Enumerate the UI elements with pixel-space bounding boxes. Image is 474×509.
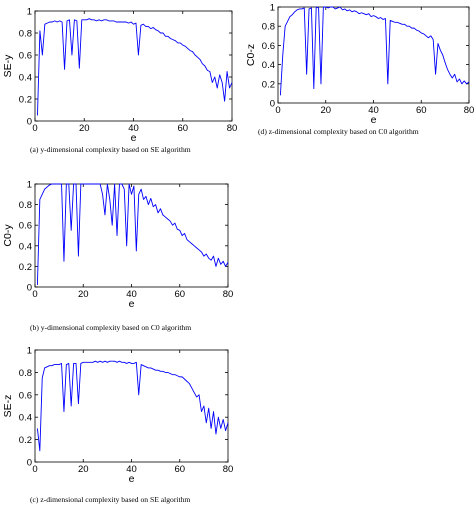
chart-a-xtick-label: 80 <box>227 123 238 134</box>
chart-d-ytick-label: 0.6 <box>262 41 275 52</box>
chart-c-xtick-label: 60 <box>174 464 185 475</box>
chart-a-series-line <box>37 18 233 116</box>
chart-c-ytick-label: 0.8 <box>19 368 32 379</box>
chart-b-xtick-label: 0 <box>32 289 37 300</box>
chart-c-ytick-label: 0.2 <box>19 435 32 446</box>
chart-b-plot-frame <box>34 183 229 288</box>
chart-a-svg: 0 20 40 60 80 0 0.2 0.4 0.6 0.8 1 e SE-y <box>2 7 238 145</box>
chart-b-xtick-label: 20 <box>78 289 89 300</box>
chart-a-ytick-label: 1 <box>27 7 32 18</box>
chart-b-xtick-label: 40 <box>126 289 137 300</box>
chart-c-ytick-label: 1 <box>27 346 32 357</box>
chart-b-ytick-label: 0.6 <box>19 221 32 232</box>
chart-c-xtick-label: 20 <box>78 464 89 475</box>
caption-d: (d) z-dimensional complexity based on C0… <box>258 127 419 136</box>
chart-a-ytick-label: 0.2 <box>19 95 32 106</box>
chart-d-xtick-label: 40 <box>368 105 379 116</box>
chart-c-xlabel: e <box>129 473 135 485</box>
chart-panel-a: 0 20 40 60 80 0 0.2 0.4 0.6 0.8 1 e SE-y <box>0 0 240 145</box>
chart-d-ytick-label: 0.4 <box>262 60 275 71</box>
chart-b-ylabel: C0-y <box>2 224 14 247</box>
chart-d-plot-frame <box>277 6 470 104</box>
chart-a-xlabel: e <box>131 132 137 144</box>
chart-a-ytick-label: 0.4 <box>19 73 32 84</box>
chart-d-xtick-label: 20 <box>320 105 331 116</box>
chart-c-xtick-label: 40 <box>126 464 137 475</box>
chart-d-ytick-label: 0.2 <box>262 79 275 90</box>
chart-a-xtick-label: 40 <box>128 123 139 134</box>
chart-d-svg: 0 20 40 60 80 0 0.2 0.4 0.6 0.8 1 e C0-z <box>245 3 474 127</box>
chart-c-ylabel: SE-z <box>2 395 14 418</box>
chart-b-ytick-label: 0.2 <box>19 262 32 273</box>
chart-d-ytick-label: 1 <box>270 3 275 14</box>
chart-a-ytick-label: 0.8 <box>19 29 32 40</box>
chart-b-ytick-label: 0.8 <box>19 200 32 211</box>
chart-b-ytick-label: 0.4 <box>19 241 32 252</box>
chart-c-ytick-label: 0 <box>27 458 32 469</box>
chart-b-series-line <box>36 183 229 285</box>
caption-b: (b) y-dimensional complexity based on C0… <box>30 323 192 332</box>
chart-b-xtick-label: 80 <box>223 289 234 300</box>
chart-b-svg: 0 20 40 60 80 0 0.2 0.4 0.6 0.8 1 e C0-y <box>2 180 234 311</box>
chart-a-xtick-label: 20 <box>79 123 90 134</box>
caption-a: (a) y-dimensional complexity based on SE… <box>30 145 191 154</box>
chart-c-ytick-label: 0.4 <box>19 413 32 424</box>
chart-a-ylabel: SE-y <box>2 54 14 78</box>
chart-d-xtick-label: 80 <box>464 105 474 116</box>
chart-c-xtick-label: 0 <box>32 464 37 475</box>
chart-d-series-line <box>279 6 470 96</box>
chart-d-xtick-label: 60 <box>416 105 427 116</box>
caption-c: (c) z-dimensional complexity based on SE… <box>30 495 191 504</box>
chart-a-ytick-label: 0 <box>27 117 32 128</box>
chart-panel-d: 0 20 40 60 80 0 0.2 0.4 0.6 0.8 1 e C0-z <box>240 0 474 140</box>
chart-d-ytick-label: 0.8 <box>262 22 275 33</box>
chart-d-ytick-label: 0 <box>270 99 275 110</box>
chart-a-xtick-label: 60 <box>177 123 188 134</box>
chart-panel-b: 0 20 40 60 80 0 0.2 0.4 0.6 0.8 1 e C0-y <box>0 170 240 320</box>
chart-a-ytick-label: 0.6 <box>19 51 32 62</box>
chart-panel-c: 0 20 40 60 80 0 0.2 0.4 0.6 0.8 1 e SE-z <box>0 338 240 493</box>
chart-d-ylabel: C0-z <box>245 44 257 66</box>
chart-c-xtick-label: 80 <box>223 464 234 475</box>
chart-c-ytick-label: 0.6 <box>19 390 32 401</box>
chart-c-series-line <box>36 360 229 452</box>
chart-d-xlabel: e <box>371 114 377 126</box>
chart-b-xlabel: e <box>129 298 135 310</box>
chart-b-xtick-label: 60 <box>174 289 185 300</box>
chart-a-xtick-label: 0 <box>32 123 37 134</box>
chart-b-ytick-label: 1 <box>27 180 32 191</box>
chart-d-xtick-label: 0 <box>275 105 280 116</box>
chart-c-svg: 0 20 40 60 80 0 0.2 0.4 0.6 0.8 1 e SE-z <box>2 346 234 486</box>
chart-b-ytick-label: 0 <box>27 283 32 294</box>
